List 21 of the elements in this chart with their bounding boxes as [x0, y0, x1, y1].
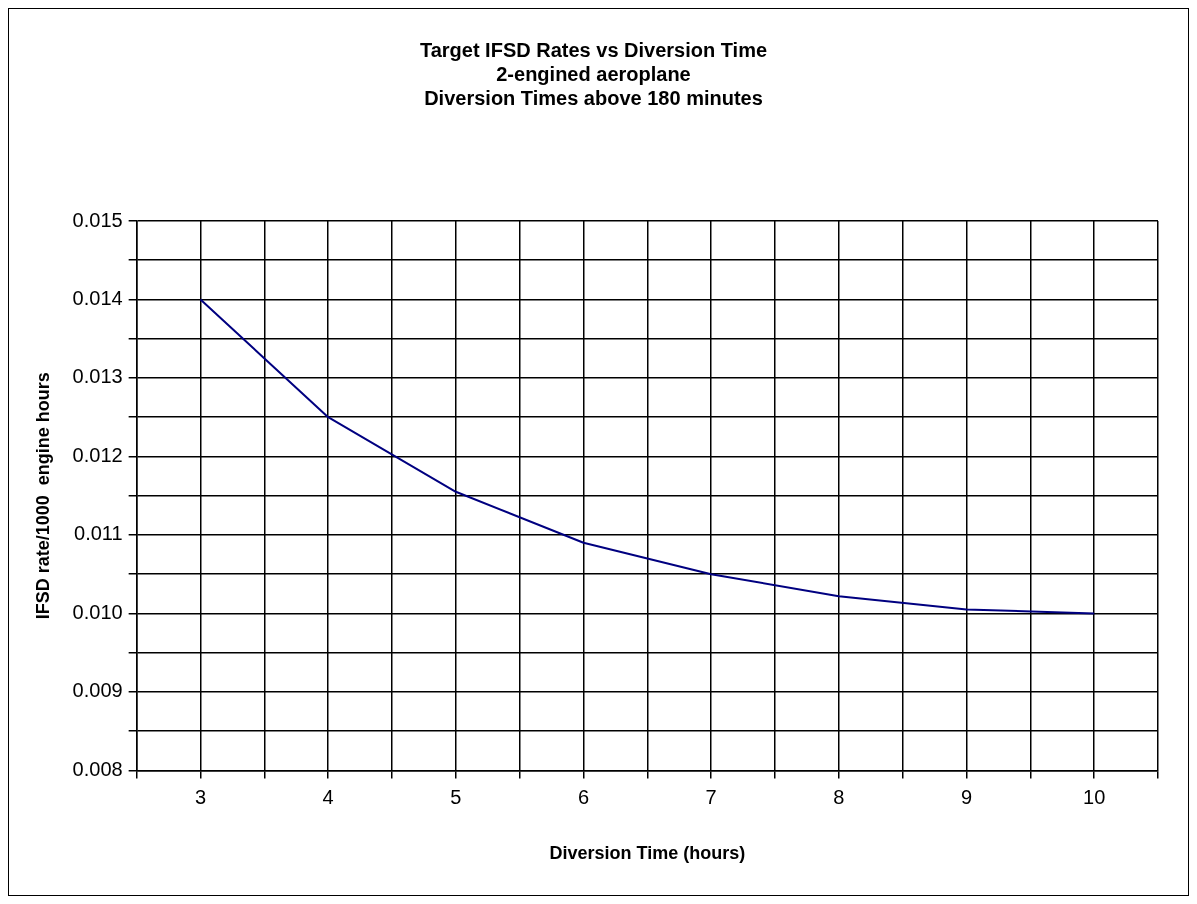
y-tick-label: 0.010	[72, 600, 123, 623]
x-tick-label: 7	[705, 785, 717, 808]
x-tick-label: 5	[450, 785, 462, 808]
y-tick-label: 0.009	[72, 679, 123, 702]
y-tick-label: 0.015	[72, 208, 123, 231]
y-axis-title: IFSD rate/1000 engine hours	[32, 372, 53, 620]
y-tick-label: 0.008	[72, 757, 123, 780]
x-tick-label: 8	[833, 785, 845, 808]
text: Diversion Times above 180 minutes	[424, 86, 763, 109]
y-tick-label: 0.012	[72, 443, 123, 466]
x-tick-label: 3	[194, 785, 207, 808]
y-tick-label: 0.013	[72, 365, 123, 388]
text: Target IFSD Rates vs Diversion Time	[419, 38, 768, 61]
x-tick-label: 4	[322, 785, 334, 808]
text: 2-engined aeroplane	[496, 62, 691, 85]
x-tick-label: 6	[577, 785, 590, 808]
x-axis-title: Diversion Time (hours)	[549, 843, 746, 864]
x-tick-label: 10	[1083, 785, 1106, 808]
y-tick-label: 0.014	[72, 287, 123, 309]
y-tick-label: 0.011	[74, 522, 123, 545]
x-tick-label: 9	[960, 785, 973, 808]
